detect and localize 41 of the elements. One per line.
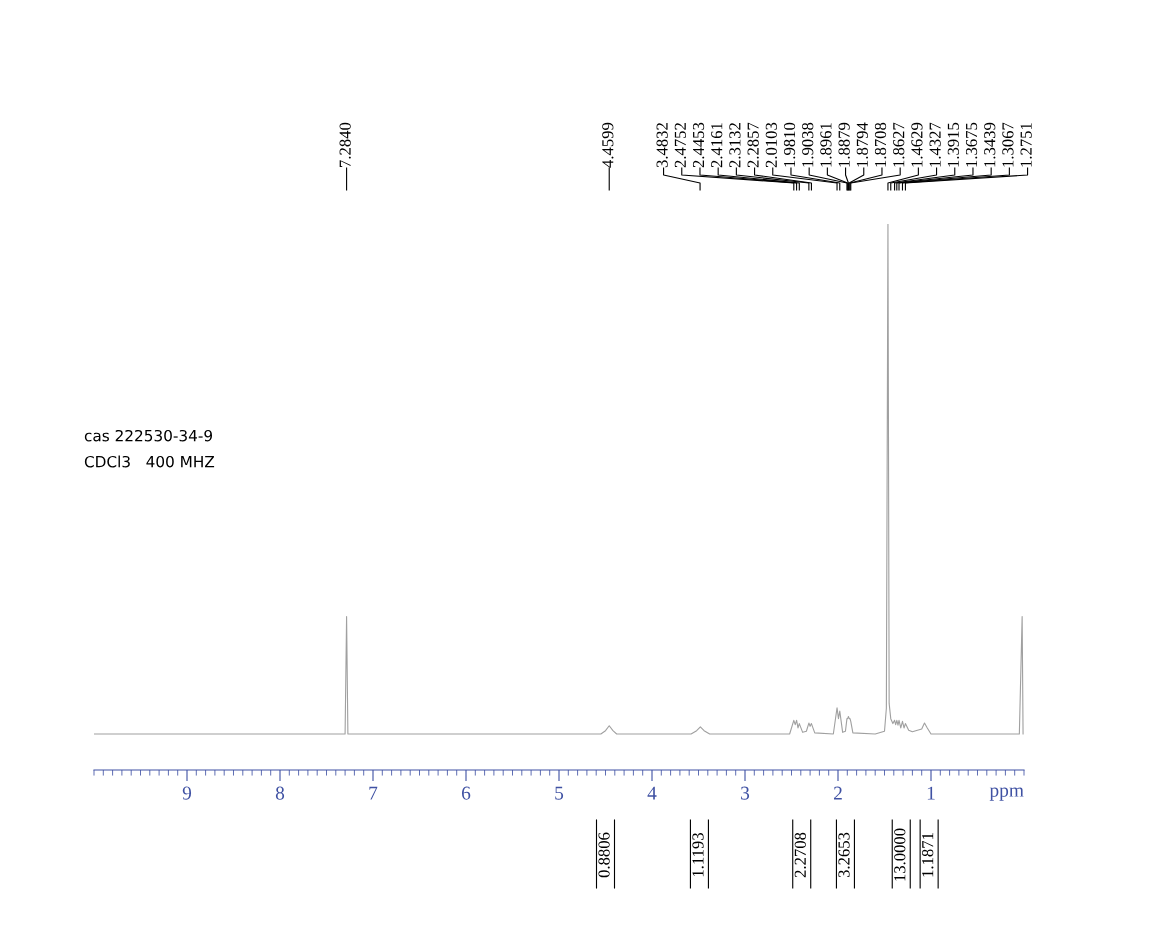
text: 2.4752 bbox=[674, 123, 687, 168]
text: 13.0000 bbox=[894, 828, 906, 881]
text: 1.8627 bbox=[893, 122, 905, 167]
annotation: cas 222530-34-9 bbox=[84, 429, 213, 442]
text: 1.3067 bbox=[1002, 122, 1014, 167]
x-tick-label: 7 bbox=[369, 786, 378, 800]
text: 1.8879 bbox=[838, 122, 850, 167]
text: 2.0103 bbox=[765, 122, 778, 168]
x-tick-label: 8 bbox=[275, 786, 285, 800]
text: 3.4832 bbox=[656, 123, 668, 168]
text: 1.3675 bbox=[965, 122, 978, 167]
text: 1.8708 bbox=[874, 122, 887, 167]
text: 2.4453 bbox=[692, 122, 705, 168]
text: 1.3915 bbox=[947, 122, 960, 167]
text: 1.4629 bbox=[911, 122, 923, 167]
x-tick-label: 9 bbox=[182, 786, 192, 800]
x-tick-label: 1 bbox=[927, 786, 935, 800]
text: 2.3132 bbox=[729, 123, 741, 168]
text: 2.2708 bbox=[794, 832, 806, 878]
text: 1.1193 bbox=[692, 833, 704, 877]
text: 2.2857 bbox=[747, 122, 759, 168]
text: 1.3439 bbox=[984, 122, 996, 167]
text: 3.2653 bbox=[838, 832, 850, 878]
x-axis-title: ppm bbox=[989, 787, 1024, 801]
x-tick-label: 5 bbox=[555, 786, 564, 800]
text: 0.8806 bbox=[598, 832, 610, 878]
annotation: CDCl3 400 MHZ bbox=[84, 455, 215, 468]
text: 1.1871 bbox=[922, 833, 934, 877]
text: 1.8961 bbox=[820, 123, 832, 167]
text: 1.8794 bbox=[856, 122, 869, 167]
text: 1.9810 bbox=[783, 122, 796, 167]
text: 1.9038 bbox=[802, 122, 814, 167]
text: 1.4327 bbox=[929, 122, 941, 167]
x-tick-label: 4 bbox=[647, 786, 657, 800]
x-tick-label: 3 bbox=[741, 786, 750, 800]
text: 1.2751 bbox=[1020, 123, 1032, 167]
x-tick-label: 6 bbox=[461, 786, 471, 800]
text: 2.4161 bbox=[711, 123, 723, 168]
text: 7.2840 bbox=[339, 122, 351, 167]
x-tick-label: 2 bbox=[833, 786, 842, 800]
text: 4.4599 bbox=[602, 122, 614, 168]
